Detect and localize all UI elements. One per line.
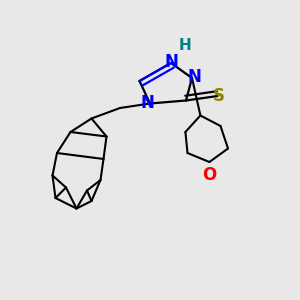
Text: O: O (202, 167, 217, 184)
Text: N: N (164, 53, 178, 71)
Text: N: N (141, 94, 154, 112)
Text: H: H (178, 38, 191, 53)
Text: N: N (188, 68, 201, 86)
Text: S: S (213, 87, 225, 105)
